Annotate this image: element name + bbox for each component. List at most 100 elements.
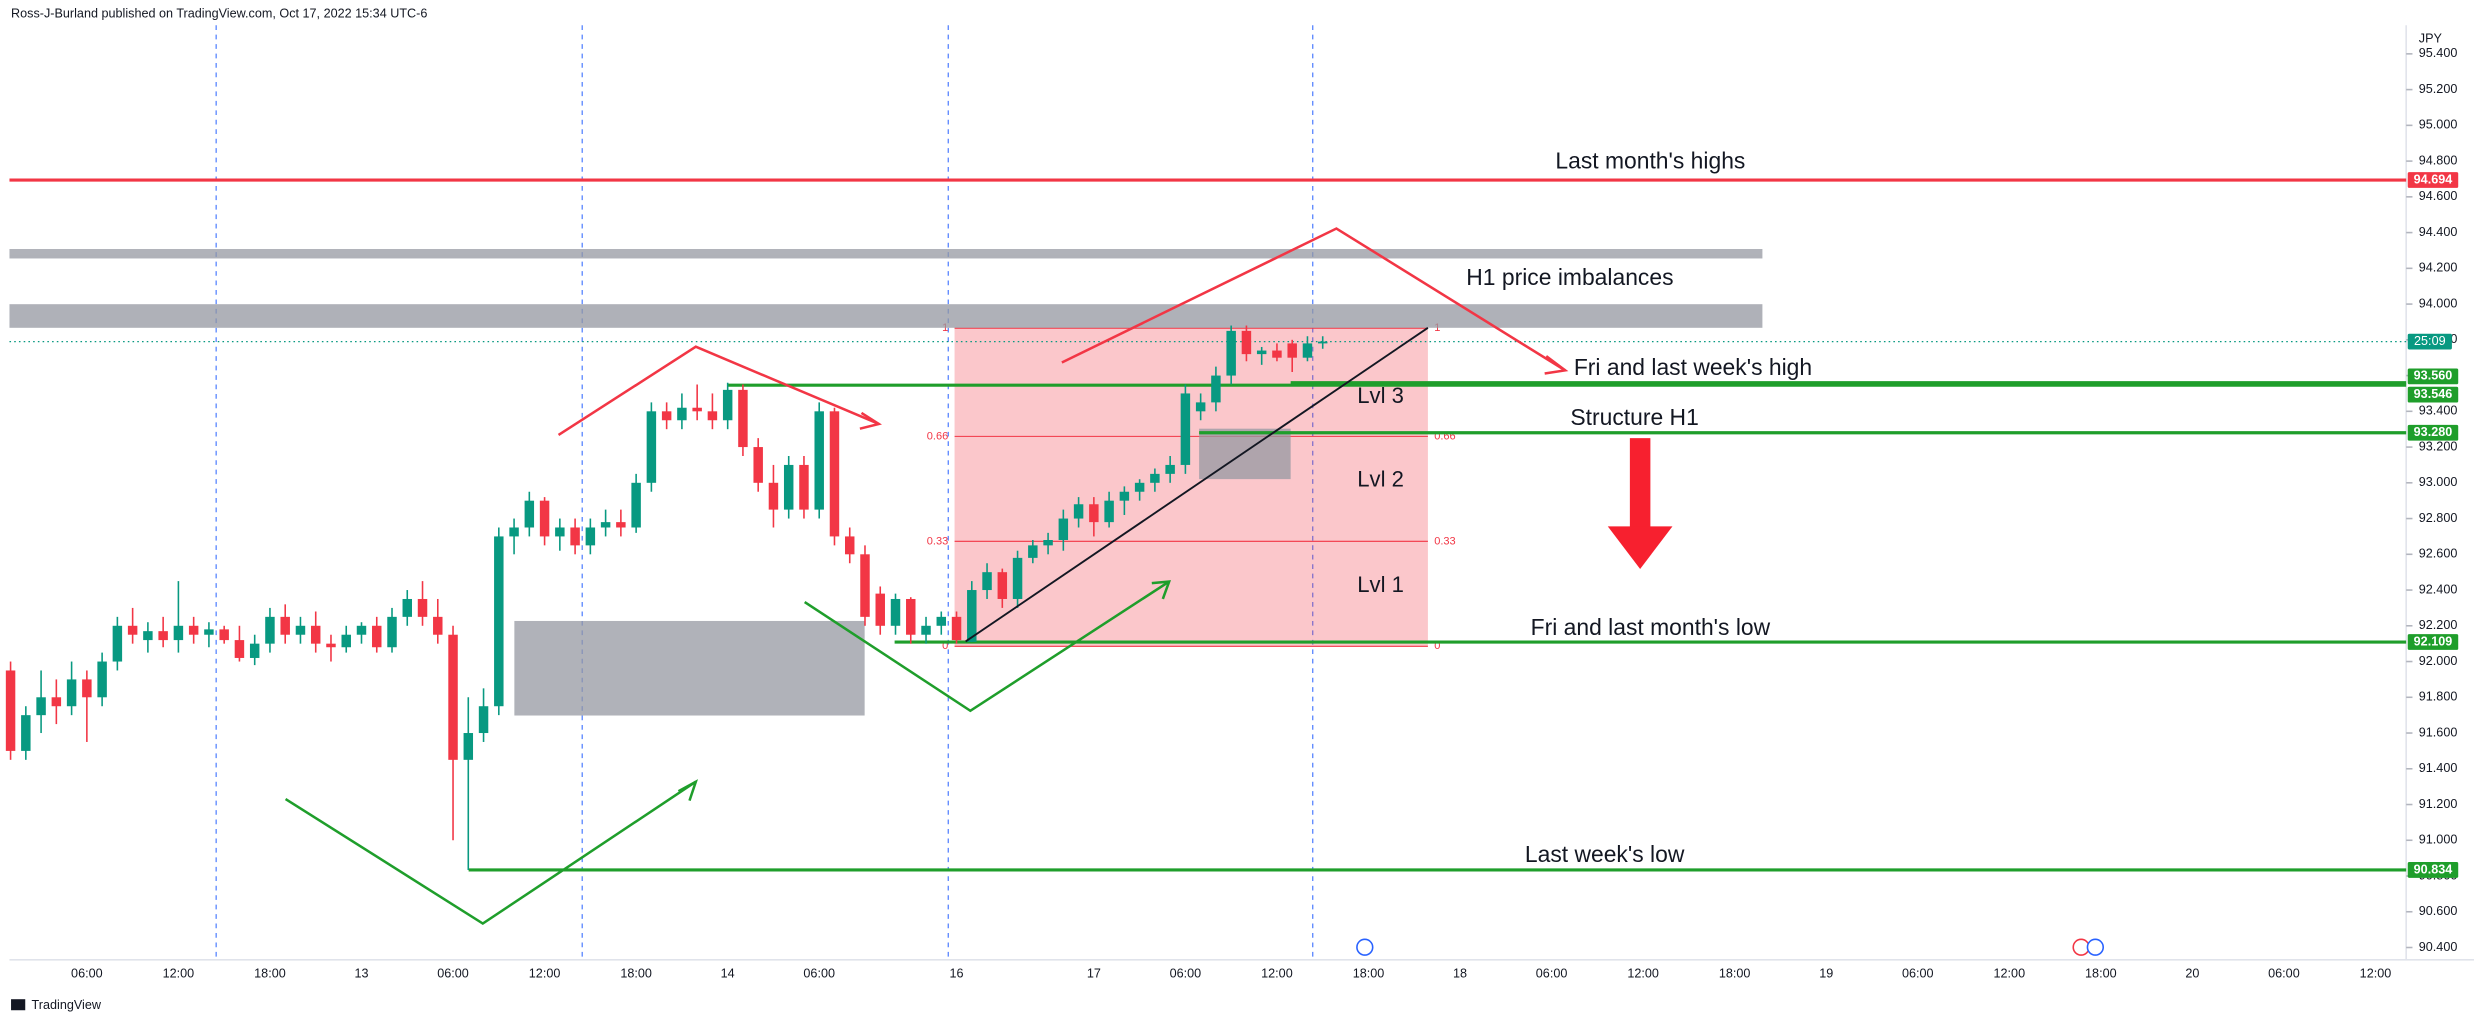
fib-label: 1 [942, 322, 948, 334]
y-tick-label: 95.000 [2419, 118, 2458, 132]
arrow-head [677, 779, 699, 802]
candle-body [631, 482, 641, 528]
candle-body [1302, 343, 1313, 358]
x-tick-label: 06:00 [803, 966, 835, 980]
levels [9, 178, 2407, 872]
event-icons [1356, 938, 2105, 956]
x-tick-label: 12:00 [1627, 966, 1659, 980]
y-tick-label: 91.800 [2419, 690, 2458, 704]
candle-body [51, 697, 62, 707]
x-tick-label: 18:00 [254, 966, 286, 980]
candle-body [310, 625, 321, 644]
candle-body [158, 631, 168, 641]
zigzag [1061, 227, 1566, 372]
candle-body [997, 572, 1008, 599]
candle-body [707, 411, 718, 421]
candle-body [1241, 330, 1252, 355]
level-label: 94.694 [2414, 172, 2453, 186]
candle-body [1028, 545, 1038, 558]
x-tick-label: 18:00 [1353, 966, 1385, 980]
candle-body [906, 598, 916, 635]
candle-body [783, 464, 794, 510]
x-tick-label: 20 [2185, 966, 2199, 980]
x-tick-label: 12:00 [163, 966, 195, 980]
candle-body [1012, 557, 1023, 599]
x-tick-label: 19 [1819, 966, 1833, 980]
candle-body [1165, 464, 1175, 474]
candle-body [387, 616, 397, 648]
fib-label: 0.66 [1434, 430, 1455, 442]
y-tick-label: 93.200 [2419, 439, 2458, 453]
candles [5, 325, 1328, 870]
countdown-box [2407, 333, 2452, 350]
candle-body [1119, 491, 1130, 501]
fib-label: 0.66 [927, 430, 948, 442]
y-tick-label: 95.200 [2419, 82, 2458, 96]
candle-body [799, 464, 809, 510]
y-tick-label: 92.400 [2419, 582, 2458, 596]
candle-body [494, 536, 504, 707]
candle-body [356, 625, 367, 635]
y-tick-label: 90.400 [2419, 940, 2458, 954]
y-tick-label: 91.400 [2419, 761, 2458, 775]
candle-body [844, 536, 855, 555]
candle-body [692, 407, 702, 412]
candle-body [1134, 482, 1145, 492]
candle-body [539, 500, 550, 537]
y-tick-label: 93.000 [2419, 475, 2458, 489]
fib-label: 0 [942, 640, 948, 652]
candle-body [173, 625, 184, 641]
candle-body [1058, 518, 1069, 541]
arrow-head [1544, 355, 1569, 375]
y-tick-label: 92.200 [2419, 618, 2458, 632]
y-tick-label: 94.400 [2419, 225, 2458, 239]
trendline [965, 327, 1429, 643]
imbalance-zone [1199, 428, 1291, 480]
level-label: Lvl 2 [1357, 467, 1404, 492]
candle-body [1073, 504, 1084, 519]
candle-body [234, 640, 245, 658]
candle-body [936, 616, 947, 626]
x-tick-label: 13 [354, 966, 368, 980]
level-label-box [2407, 862, 2459, 878]
candle-body [890, 598, 901, 626]
x-tick-label: 18:00 [1719, 966, 1751, 980]
candle-body [478, 706, 489, 734]
candle-body [768, 482, 779, 510]
x-tick-label: 06:00 [437, 966, 469, 980]
y-tick-label: 90.600 [2419, 904, 2458, 918]
candle-body [402, 598, 412, 617]
candle-body [951, 616, 962, 641]
fib-label: 0.33 [927, 535, 948, 547]
x-tick-label: 06:00 [1536, 966, 1568, 980]
y-tick-label: 93.400 [2419, 404, 2458, 418]
candle-body [829, 411, 840, 537]
candle-body [646, 411, 657, 483]
down-arrow-head [1607, 526, 1673, 569]
zigzag [284, 780, 697, 926]
candle-body [982, 572, 992, 591]
y-tick-label: 91.600 [2419, 725, 2458, 739]
level-label: 93.546 [2414, 387, 2453, 401]
down-arrow-shaft [1629, 438, 1651, 530]
candle-body [738, 389, 748, 448]
event-icon[interactable] [2086, 938, 2105, 956]
candle-body [753, 447, 763, 483]
candle-body [860, 554, 870, 617]
candle-body [21, 715, 31, 751]
x-tick-label: 06:00 [71, 966, 103, 980]
candle-body [509, 527, 519, 537]
candle-body [112, 625, 123, 662]
level-label: 93.280 [2414, 425, 2453, 439]
level-label: 93.560 [2414, 369, 2453, 383]
annotation: Structure H1 [1570, 404, 1698, 430]
candle-body [1104, 500, 1114, 523]
level-label-box [2407, 424, 2459, 441]
event-icon[interactable] [1356, 938, 1374, 956]
x-tick-label: 18 [1453, 966, 1467, 980]
zigzag [803, 580, 1170, 713]
arrow-head [1151, 580, 1172, 600]
candle-body [97, 661, 107, 698]
